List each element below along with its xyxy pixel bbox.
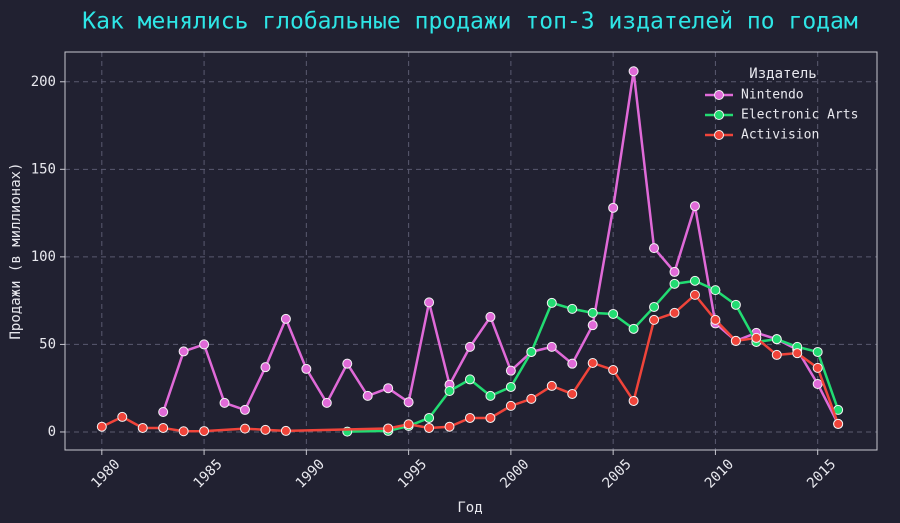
data-point [424, 297, 435, 308]
data-point [178, 346, 189, 357]
legend-marker [714, 110, 724, 120]
data-point [280, 425, 291, 436]
legend: Издатель Nintendo Electronic Arts Activisio… [705, 66, 858, 143]
data-point [587, 307, 598, 318]
legend-title: Издатель [749, 66, 816, 82]
data-point [587, 320, 598, 331]
data-point [178, 426, 189, 437]
legend-marker [714, 130, 724, 140]
data-point [689, 289, 700, 300]
data-point [403, 397, 414, 408]
data-point [669, 307, 680, 318]
data-point [383, 383, 394, 394]
data-point [689, 275, 700, 286]
data-point [628, 66, 639, 77]
data-point [812, 346, 823, 357]
legend-label: Activision [741, 128, 819, 143]
data-point [608, 364, 619, 375]
data-point [649, 314, 660, 325]
data-point [383, 423, 394, 434]
y-tick-label: 100 [31, 249, 56, 265]
plot-frame [64, 51, 878, 451]
y-tick-label: 0 [48, 424, 56, 440]
data-point [505, 365, 516, 376]
y-tick-label: 200 [31, 74, 56, 90]
data-point [342, 358, 353, 369]
data-point [464, 341, 475, 352]
data-point [444, 385, 455, 396]
data-point [505, 400, 516, 411]
data-point [771, 349, 782, 360]
data-point [628, 323, 639, 334]
data-point [608, 308, 619, 319]
data-point [137, 422, 148, 433]
data-point [321, 397, 332, 408]
y-axis-label: Продажи (в миллионах) [8, 162, 24, 339]
data-point [485, 412, 496, 423]
data-point [464, 412, 475, 423]
data-point [485, 390, 496, 401]
data-point [546, 341, 557, 352]
plot-area [96, 66, 844, 437]
data-point [260, 362, 271, 373]
data-point [812, 378, 823, 389]
legend-label: Nintendo [741, 88, 804, 103]
data-point [424, 422, 435, 433]
data-point [587, 357, 598, 368]
data-point [96, 421, 107, 432]
data-point [669, 278, 680, 289]
data-point [158, 407, 169, 418]
data-point [526, 393, 537, 404]
data-point [219, 397, 230, 408]
data-point [567, 358, 578, 369]
data-point [464, 374, 475, 385]
data-point [505, 381, 516, 392]
data-point [628, 395, 639, 406]
y-tick-label: 50 [39, 336, 56, 352]
data-point [117, 411, 128, 422]
data-point [751, 332, 762, 343]
data-point [239, 423, 250, 434]
data-point [526, 346, 537, 357]
data-point [444, 421, 455, 432]
data-point [710, 285, 721, 296]
data-point [710, 314, 721, 325]
legend-marker [714, 90, 724, 100]
data-point [239, 404, 250, 415]
data-point [301, 363, 312, 374]
x-axis-label: Год [457, 500, 482, 516]
data-point [730, 335, 741, 346]
data-point [689, 201, 700, 212]
data-point [485, 311, 496, 322]
data-point [546, 380, 557, 391]
data-point [280, 313, 291, 324]
y-tick-label: 150 [31, 161, 56, 177]
data-point [730, 299, 741, 310]
legend-label: Electronic Arts [741, 108, 858, 123]
data-point [771, 334, 782, 345]
data-point [199, 339, 210, 350]
data-point [158, 422, 169, 433]
data-point [649, 301, 660, 312]
data-point [812, 362, 823, 373]
data-point [424, 412, 435, 423]
data-point [362, 390, 373, 401]
data-point [669, 266, 680, 277]
data-point [403, 419, 414, 430]
data-point [608, 202, 619, 213]
data-point [260, 424, 271, 435]
data-point [567, 303, 578, 314]
data-point [199, 426, 210, 437]
data-point [567, 388, 578, 399]
data-point [546, 297, 557, 308]
data-point [792, 348, 803, 359]
chart-title: Как менялись глобальные продажи топ-3 из… [82, 9, 858, 35]
data-point [649, 243, 660, 254]
data-point [833, 418, 844, 429]
